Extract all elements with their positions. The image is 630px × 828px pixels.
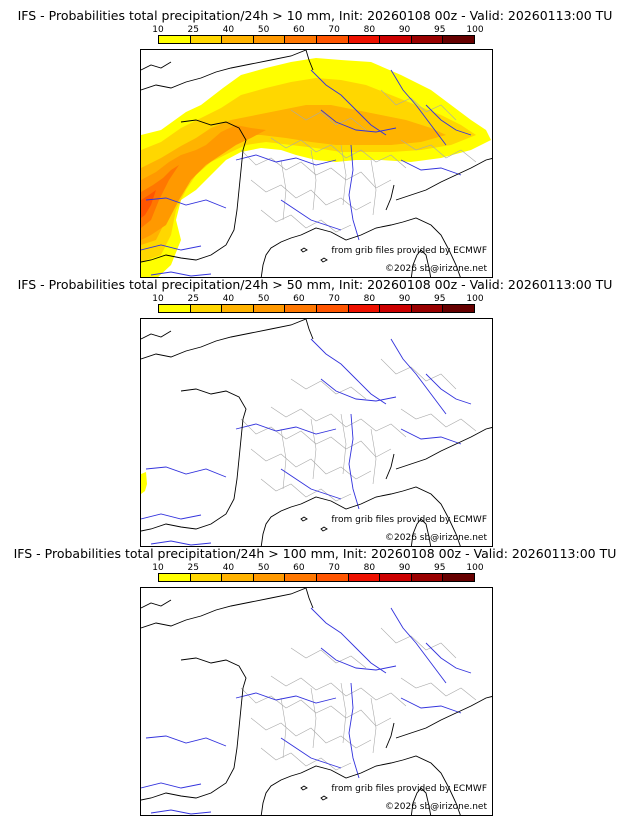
colorbar-label: 70 bbox=[328, 25, 340, 35]
forecast-panel-100mm: IFS - Probabilities total precipitation/… bbox=[0, 546, 630, 816]
colorbar-swatch bbox=[348, 574, 381, 581]
colorbar-label: 40 bbox=[222, 25, 235, 35]
admin-borders bbox=[240, 89, 477, 233]
precip-map: from grib files provided by ECMWF ©2026 … bbox=[140, 587, 493, 816]
colorbar-swatch bbox=[380, 305, 412, 312]
colorbar-swatch bbox=[348, 305, 381, 312]
colorbar-swatch bbox=[285, 574, 317, 581]
colorbar-swatch bbox=[411, 305, 444, 312]
colorbar-swatch bbox=[159, 574, 191, 581]
colorbar-swatch bbox=[159, 305, 191, 312]
colorbar-swatch bbox=[411, 574, 444, 581]
colorbar-label: 50 bbox=[257, 25, 270, 35]
colorbar-label: 70 bbox=[328, 563, 340, 573]
colorbar-label: 80 bbox=[363, 25, 376, 35]
colorbar-label: 40 bbox=[222, 294, 235, 304]
colorbar-swatch bbox=[253, 305, 286, 312]
data-source-credit: from grib files provided by ECMWF bbox=[331, 784, 487, 794]
colorbar-label: 10 bbox=[152, 25, 164, 35]
colorbar-label: 25 bbox=[187, 294, 199, 304]
colorbar-label: 95 bbox=[434, 25, 446, 35]
colorbar-swatch bbox=[285, 305, 317, 312]
colorbar bbox=[158, 304, 475, 313]
data-source-credit: from grib files provided by ECMWF bbox=[331, 515, 487, 525]
precip-zone-yellow bbox=[141, 472, 147, 494]
colorbar-label: 10 bbox=[152, 294, 164, 304]
colorbar-swatch bbox=[222, 574, 254, 581]
colorbar-swatch bbox=[316, 305, 349, 312]
coastlines bbox=[141, 319, 492, 546]
precip-map: from grib files provided by ECMWF ©2026 … bbox=[140, 49, 493, 278]
colorbar-swatch bbox=[159, 36, 191, 43]
colorbar-swatch bbox=[316, 574, 349, 581]
panel-title: IFS - Probabilities total precipitation/… bbox=[17, 8, 613, 23]
colorbar bbox=[158, 573, 475, 582]
colorbar-label: 100 bbox=[466, 25, 484, 35]
colorbar-labels: 10 25 40 50 60 70 80 90 95 100 bbox=[152, 563, 486, 573]
data-source-credit: from grib files provided by ECMWF bbox=[331, 246, 487, 256]
colorbar-swatch bbox=[190, 574, 223, 581]
panel-title: IFS - Probabilities total precipitation/… bbox=[13, 546, 617, 561]
panel-title: IFS - Probabilities total precipitation/… bbox=[17, 277, 613, 292]
colorbar-label: 25 bbox=[187, 25, 199, 35]
precip-zone-dark-orange bbox=[141, 125, 266, 240]
colorbar-label: 60 bbox=[293, 294, 305, 304]
colorbar-label: 95 bbox=[434, 563, 446, 573]
colorbar-swatch bbox=[348, 36, 381, 43]
colorbar-swatch bbox=[443, 305, 474, 312]
admin-borders bbox=[240, 627, 477, 771]
copyright-text: ©2026 sb@irizone.net bbox=[385, 264, 487, 274]
colorbar-swatch bbox=[190, 305, 223, 312]
colorbar-swatch bbox=[190, 36, 223, 43]
rivers bbox=[141, 69, 472, 277]
admin-borders bbox=[240, 358, 477, 502]
colorbar-swatch bbox=[222, 305, 254, 312]
colorbar-label: 95 bbox=[434, 294, 446, 304]
colorbar-label: 40 bbox=[222, 563, 235, 573]
colorbar-label: 50 bbox=[257, 294, 270, 304]
rivers bbox=[141, 607, 472, 815]
colorbar-swatch bbox=[443, 574, 474, 581]
colorbar-label: 25 bbox=[187, 563, 199, 573]
colorbar-label: 90 bbox=[398, 294, 411, 304]
rivers bbox=[141, 338, 472, 546]
colorbar-label: 80 bbox=[363, 294, 376, 304]
precip-zone-red-orange bbox=[141, 165, 179, 228]
colorbar-swatch bbox=[380, 36, 412, 43]
precip-map: from grib files provided by ECMWF ©2026 … bbox=[140, 318, 493, 547]
colorbar-swatch bbox=[222, 36, 254, 43]
colorbar-swatch bbox=[411, 36, 444, 43]
colorbar bbox=[158, 35, 475, 44]
colorbar-swatch bbox=[253, 574, 286, 581]
colorbar-swatch bbox=[316, 36, 349, 43]
colorbar-swatch bbox=[443, 36, 474, 43]
colorbar-label: 60 bbox=[293, 25, 305, 35]
copyright-text: ©2026 sb@irizone.net bbox=[385, 533, 487, 543]
colorbar-label: 70 bbox=[328, 294, 340, 304]
colorbar-labels: 10 25 40 50 60 70 80 90 95 100 bbox=[152, 294, 486, 304]
precip-zone-red bbox=[141, 190, 156, 218]
colorbar-label: 100 bbox=[466, 563, 484, 573]
colorbar-label: 10 bbox=[152, 563, 164, 573]
colorbar-label: 60 bbox=[293, 563, 305, 573]
colorbar-label: 90 bbox=[398, 563, 411, 573]
colorbar-label: 50 bbox=[257, 563, 270, 573]
colorbar-swatch bbox=[253, 36, 286, 43]
precip-probability-layer bbox=[141, 58, 491, 277]
forecast-panel-50mm: IFS - Probabilities total precipitation/… bbox=[0, 277, 630, 547]
precip-probability-layer bbox=[141, 472, 147, 494]
colorbar-label: 90 bbox=[398, 25, 411, 35]
coastlines bbox=[141, 50, 492, 277]
colorbar-labels: 10 25 40 50 60 70 80 90 95 100 bbox=[152, 25, 486, 35]
colorbar-swatch bbox=[380, 574, 412, 581]
colorbar-label: 80 bbox=[363, 563, 376, 573]
colorbar-swatch bbox=[285, 36, 317, 43]
forecast-panel-10mm: IFS - Probabilities total precipitation/… bbox=[0, 8, 630, 278]
coastlines bbox=[141, 588, 492, 815]
colorbar-label: 100 bbox=[466, 294, 484, 304]
copyright-text: ©2026 sb@irizone.net bbox=[385, 802, 487, 812]
